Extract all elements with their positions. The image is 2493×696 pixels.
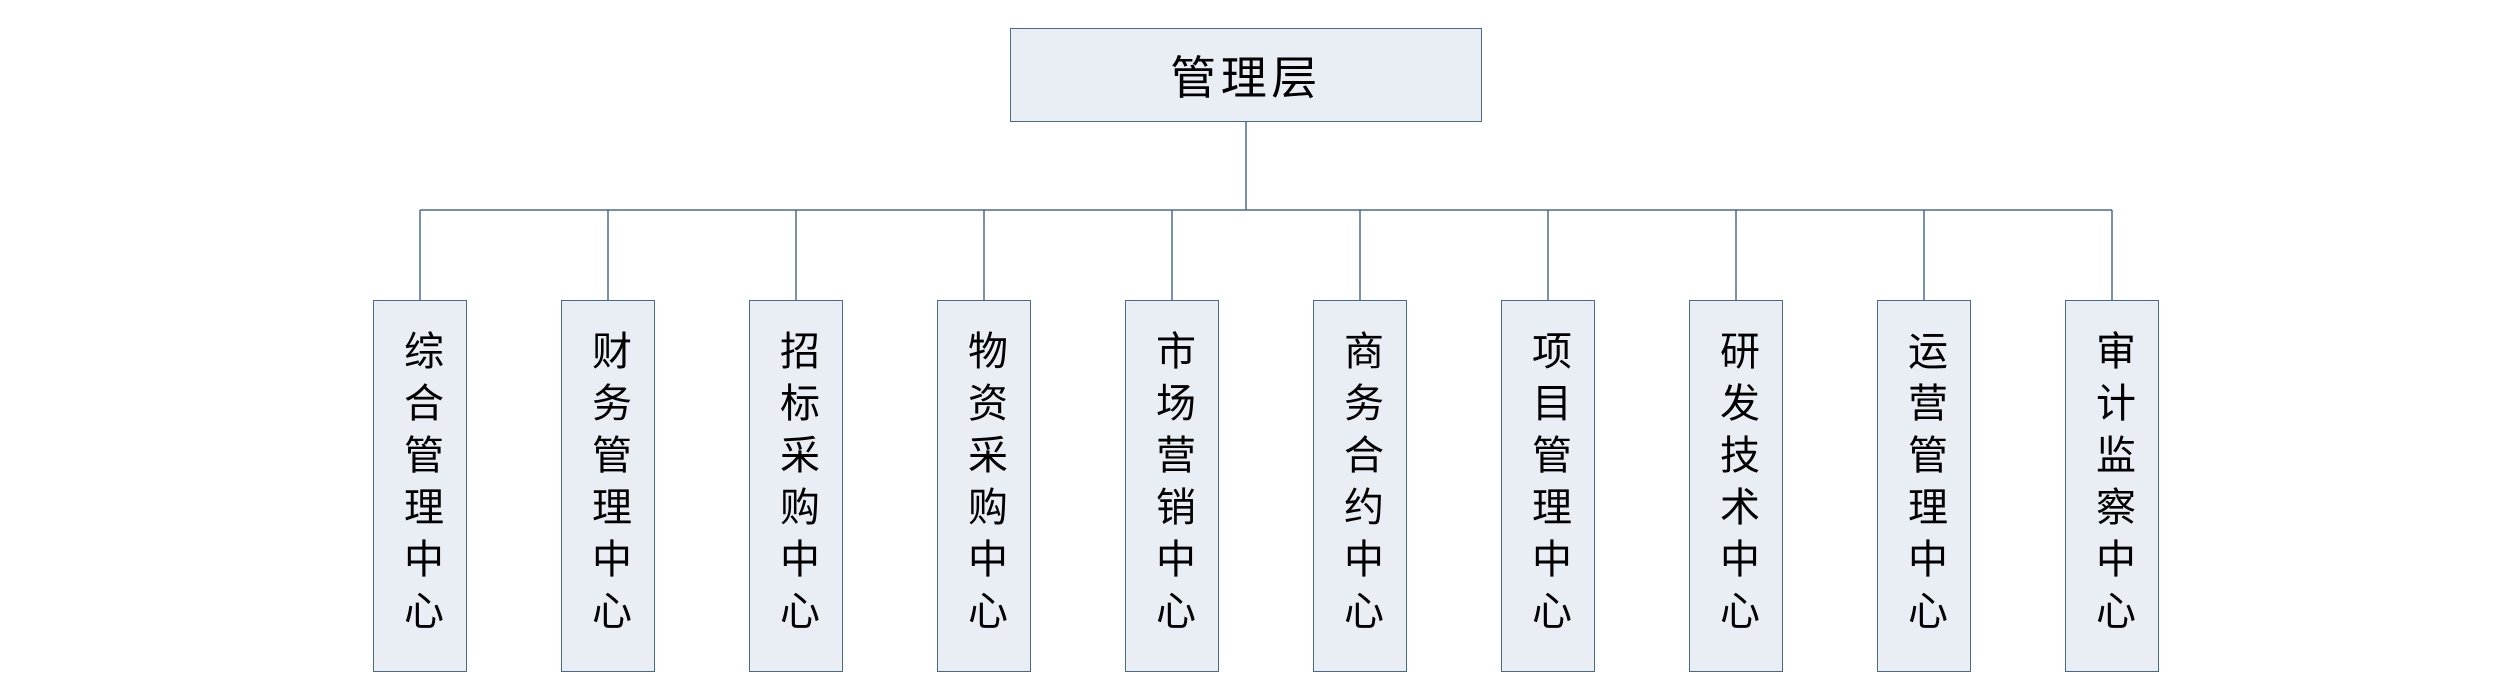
org-chart: 管理层综合管理中心 财务管理中心 招标采购中心 物资采购中心 市场营销中心 商务合约中心 项… [0,0,2493,696]
child-label: 商务合约中心 [1331,330,1389,642]
root-label: 管理层 [1170,42,1322,108]
child-label: 运营管理中心 [1895,330,1953,642]
child-node: 商务合约中心 [1313,300,1407,672]
child-node: 市场营销中心 [1125,300,1219,672]
child-node: 运营管理中心 [1877,300,1971,672]
child-label: 市场营销中心 [1143,330,1201,642]
child-node: 项目管理中心 [1501,300,1595,672]
child-node: 财务管理中心 [561,300,655,672]
child-label: 财务管理中心 [579,330,637,642]
child-label: 研发技术中心 [1707,330,1765,642]
root-node: 管理层 [1010,28,1482,122]
child-label: 物资采购中心 [955,330,1013,642]
child-label: 项目管理中心 [1519,330,1577,642]
child-node: 审计监察中心 [2065,300,2159,672]
child-label: 综合管理中心 [391,330,449,642]
child-node: 物资采购中心 [937,300,1031,672]
child-node: 研发技术中心 [1689,300,1783,672]
child-node: 招标采购中心 [749,300,843,672]
child-label: 审计监察中心 [2083,330,2141,642]
child-label: 招标采购中心 [767,330,825,642]
child-node: 综合管理中心 [373,300,467,672]
